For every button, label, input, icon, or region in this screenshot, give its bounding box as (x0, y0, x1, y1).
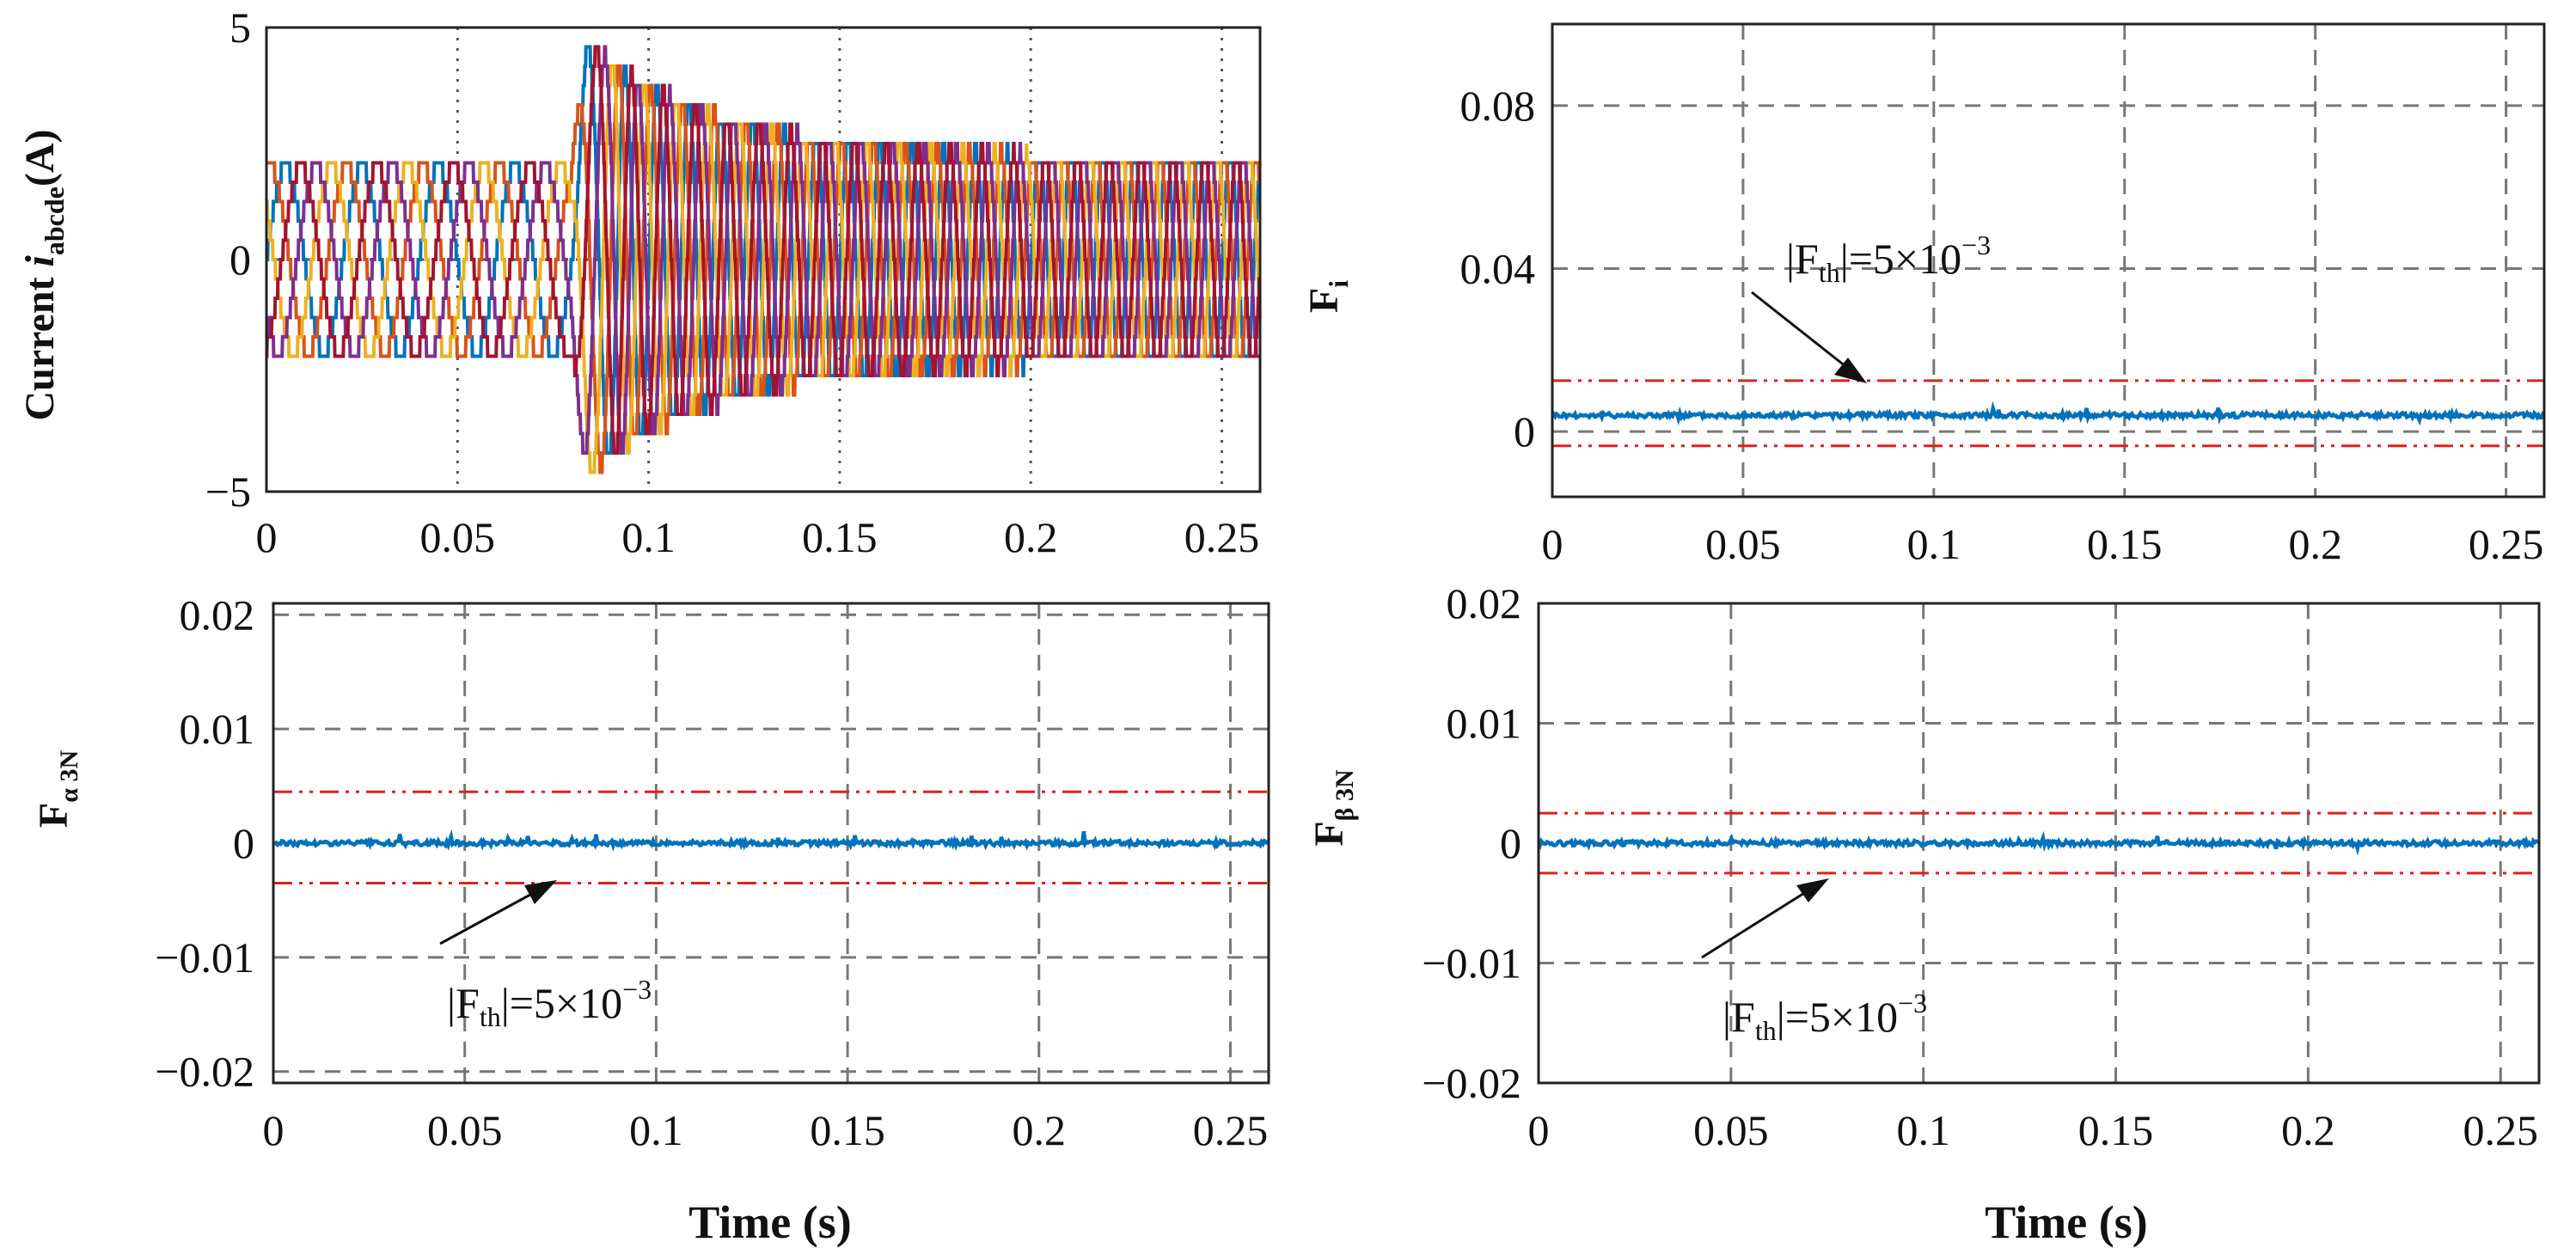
y-tick-label: 0 (1514, 407, 1535, 456)
fi-threshold-annotation: |Fth|=5×10−3 (1786, 229, 1991, 288)
fi-tick-labels: 0 0.05 0.1 0.15 0.2 0.25 0 0.04 0.08 (1460, 82, 2544, 568)
x-tick-label: 0 (1542, 520, 1563, 568)
falpha-threshold-lines (273, 790, 1269, 884)
x-tick-label: 0.25 (2469, 520, 2544, 568)
fi-annotation-arrow (1751, 291, 1867, 383)
y-tick-label: −0.01 (155, 933, 254, 982)
falpha-axes-box (272, 602, 1270, 1085)
x-tick-label: 0.2 (1013, 1106, 1067, 1154)
x-tick-label: 0.05 (420, 513, 496, 561)
current-subplot: 0 0.05 0.1 0.15 0.2 0.25−505 Current iabcde(A… (17, 3, 1262, 561)
fbeta-subplot: 0 0.05 0.1 0.15 0.2 0.25 −0.02 −0.01 0 0.01 0.02 F… (1306, 579, 2541, 1248)
x-tick-label: 0 (256, 513, 278, 561)
fbeta-threshold-annotation: |Fth|=5×10−3 (1722, 988, 1927, 1046)
falpha-series-group (272, 829, 1270, 852)
current-tick-labels: 0 0.05 0.1 0.15 0.2 0.25−505 (205, 3, 1259, 561)
x-tick-label: 0.15 (810, 1106, 885, 1154)
y-tick-label: 0 (229, 235, 251, 284)
x-tick-label: 0.05 (427, 1106, 503, 1154)
y-tick-label: 0.01 (180, 705, 255, 753)
y-tick-label: −5 (205, 468, 251, 516)
x-tick-label: 0.1 (1896, 1106, 1950, 1154)
fi-subplot: 0 0.05 0.1 0.15 0.2 0.25 0 0.04 0.08 Fi |Fth|=5×… (1301, 22, 2546, 568)
x-tick-label: 0.05 (1693, 1106, 1769, 1154)
x-tick-label: 0.2 (2288, 520, 2342, 568)
falpha-subplot: 0 0.05 0.1 0.15 0.2 0.25 −0.02 −0.01 0 0.01 0.02 F… (31, 590, 1270, 1248)
falpha-x-axis-label: Time (s) (688, 1196, 851, 1248)
x-tick-label: 0.25 (2463, 1106, 2538, 1154)
fbeta-signal-line (1537, 830, 2541, 856)
current-y-axis-label: Current iabcde(A) (17, 129, 70, 420)
x-tick-label: 0.2 (1004, 513, 1058, 561)
x-tick-label: 0 (263, 1106, 285, 1154)
falpha-tick-labels: 0 0.05 0.1 0.15 0.2 0.25 −0.02 −0.01 0 0.01 0.02 (155, 590, 1268, 1154)
y-tick-label: 0.02 (1447, 579, 1522, 627)
fbeta-series-group (1537, 830, 2541, 856)
falpha-annotation-arrow (439, 880, 557, 945)
fbeta-axes-box (1537, 602, 2541, 1085)
fi-series-group (1550, 401, 2546, 426)
fi-y-axis-label: Fi (1301, 280, 1354, 313)
fi-threshold-lines (1552, 379, 2544, 448)
fbeta-y-axis-label: Fβ 3N (1306, 769, 1359, 847)
y-tick-label: −0.02 (155, 1048, 254, 1096)
x-tick-label: 0.15 (2087, 520, 2163, 568)
x-tick-label: 0.1 (1907, 520, 1961, 568)
fi-axes-box (1551, 22, 2546, 498)
x-tick-label: 0.15 (2078, 1106, 2154, 1154)
y-tick-label: 0 (233, 819, 254, 867)
fbeta-x-axis-label: Time (s) (1985, 1196, 2147, 1248)
falpha-threshold-annotation: |Fth|=5×10−3 (447, 974, 652, 1032)
current-phase-line (265, 45, 1262, 455)
x-tick-label: 0.1 (621, 513, 676, 561)
y-tick-label: −0.01 (1422, 939, 1521, 988)
y-tick-label: 0.01 (1447, 700, 1522, 748)
falpha-y-axis-label: Fα 3N (31, 750, 83, 829)
x-tick-label: 0.2 (2281, 1106, 2335, 1154)
x-tick-label: 0.15 (802, 513, 878, 561)
fbeta-threshold-lines (1539, 811, 2539, 875)
x-tick-label: 0.1 (629, 1106, 683, 1154)
falpha-signal-line (272, 829, 1270, 852)
fbeta-annotation-arrow (1701, 878, 1829, 959)
x-tick-label: 0 (1528, 1106, 1550, 1154)
current-axes-box (265, 26, 1262, 493)
fi-grid (1552, 24, 2544, 497)
x-tick-label: 0.05 (1705, 520, 1781, 568)
y-tick-label: 5 (229, 3, 251, 52)
x-tick-label: 0.25 (1193, 1106, 1269, 1154)
y-tick-label: 0.08 (1460, 82, 1536, 130)
current-series-group (265, 45, 1262, 474)
fbeta-tick-labels: 0 0.05 0.1 0.15 0.2 0.25 −0.02 −0.01 0 0.01 0.02 (1422, 579, 2538, 1154)
y-tick-label: −0.02 (1422, 1059, 1521, 1107)
y-tick-label: 0.02 (180, 590, 255, 639)
y-tick-label: 0 (1500, 819, 1521, 867)
x-tick-label: 0.25 (1184, 513, 1260, 561)
y-tick-label: 0.04 (1460, 244, 1536, 292)
fi-signal-line (1550, 401, 2546, 426)
